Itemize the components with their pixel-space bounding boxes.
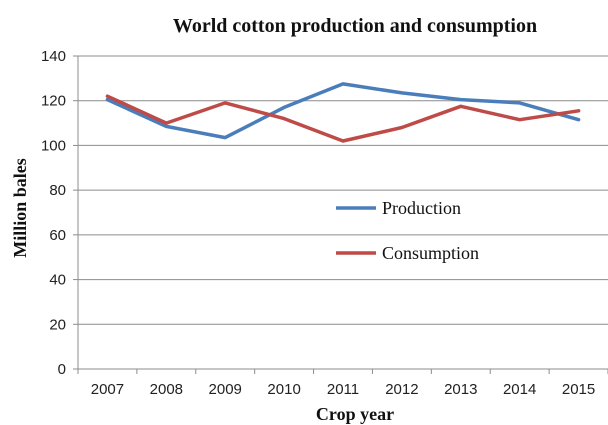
x-tick-label: 2013 — [444, 381, 477, 398]
x-tick-label: 2011 — [327, 381, 359, 398]
y-tick-label: 20 — [49, 316, 66, 333]
legend-label: Production — [382, 198, 461, 218]
axes — [73, 55, 608, 374]
y-tick-label: 0 — [58, 361, 66, 378]
y-tick-label: 140 — [41, 48, 66, 65]
y-tick-labels: 0 20 40 60 80 100 120 140 — [41, 48, 66, 378]
series-lines — [105, 82, 581, 143]
legend: Production Consumption — [336, 198, 479, 263]
x-tick-label: 2015 — [562, 381, 595, 398]
x-tick-label: 2007 — [91, 381, 124, 398]
series-line-production — [105, 82, 581, 140]
y-tick-label: 100 — [41, 137, 66, 154]
y-tick-label: 80 — [49, 182, 66, 199]
x-tick-label: 2008 — [150, 381, 183, 398]
x-tick-label: 2014 — [503, 381, 536, 398]
y-axis-title: Million bales — [10, 158, 30, 258]
x-axis-title: Crop year — [316, 404, 394, 424]
y-tick-label: 40 — [49, 272, 66, 289]
y-tick-label: 120 — [41, 93, 66, 110]
chart-title: World cotton production and consumption — [173, 15, 537, 37]
legend-label: Consumption — [382, 243, 479, 263]
x-tick-label: 2010 — [267, 381, 300, 398]
y-tick-label: 60 — [49, 227, 66, 244]
x-tick-labels: 2007 2008 2009 2010 2011 2012 2013 2014 2015 — [91, 381, 595, 398]
gridlines — [78, 55, 608, 325]
x-tick-label: 2009 — [209, 381, 242, 398]
x-tick-label: 2012 — [385, 381, 418, 398]
